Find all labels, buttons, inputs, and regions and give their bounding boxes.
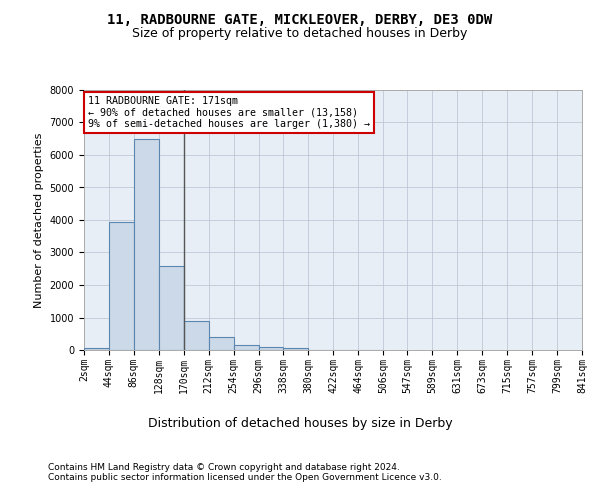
Text: 11, RADBOURNE GATE, MICKLEOVER, DERBY, DE3 0DW: 11, RADBOURNE GATE, MICKLEOVER, DERBY, D…	[107, 12, 493, 26]
Bar	[184, 321, 209, 350]
Bar	[134, 138, 159, 350]
Bar	[159, 266, 184, 350]
Bar	[283, 348, 308, 350]
Text: Distribution of detached houses by size in Derby: Distribution of detached houses by size …	[148, 418, 452, 430]
Text: Contains HM Land Registry data © Crown copyright and database right 2024.: Contains HM Land Registry data © Crown c…	[48, 462, 400, 471]
Bar	[233, 345, 259, 350]
Text: Contains public sector information licensed under the Open Government Licence v3: Contains public sector information licen…	[48, 472, 442, 482]
Bar	[259, 347, 283, 350]
Text: 11 RADBOURNE GATE: 171sqm
← 90% of detached houses are smaller (13,158)
9% of se: 11 RADBOURNE GATE: 171sqm ← 90% of detac…	[88, 96, 370, 129]
Y-axis label: Number of detached properties: Number of detached properties	[34, 132, 44, 308]
Bar	[109, 222, 134, 350]
Bar	[209, 337, 233, 350]
Bar	[84, 348, 109, 350]
Text: Size of property relative to detached houses in Derby: Size of property relative to detached ho…	[133, 28, 467, 40]
